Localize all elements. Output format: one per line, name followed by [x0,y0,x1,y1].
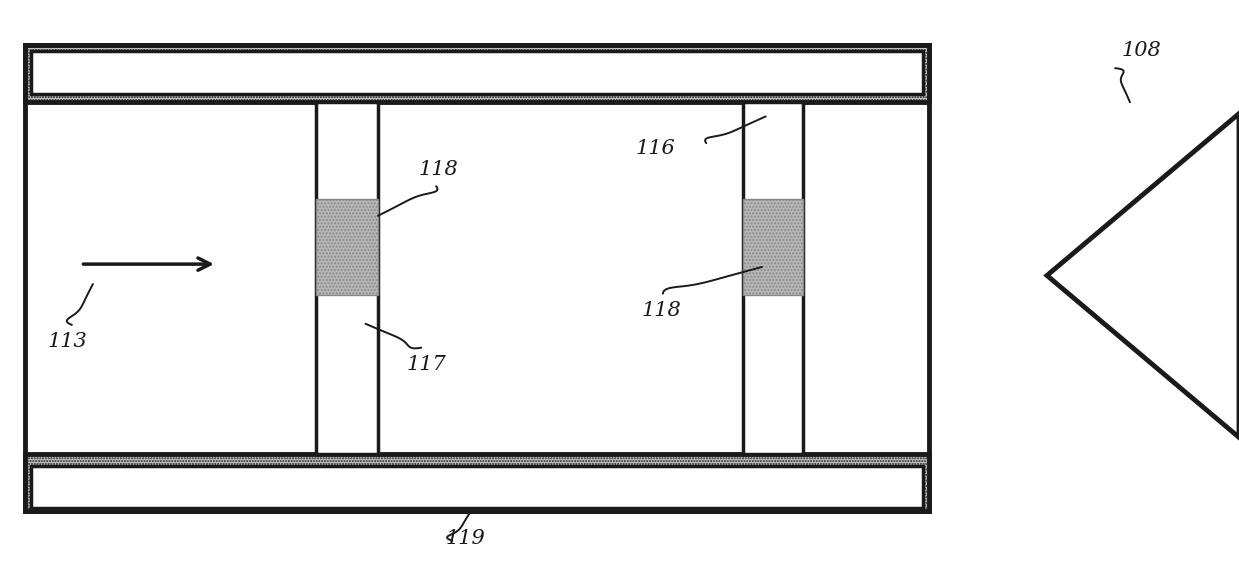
Bar [25,45,929,511]
Text: 116: 116 [636,139,675,158]
Bar [25,45,929,102]
Text: 119: 119 [446,529,486,548]
Text: 118: 118 [642,301,681,320]
Bar [743,102,803,454]
Bar [25,454,929,511]
Bar [743,199,803,295]
Bar [316,102,378,454]
Polygon shape [1047,114,1239,437]
Bar [31,466,923,508]
Bar [31,51,923,94]
Text: 108: 108 [1121,41,1161,60]
Text: 118: 118 [419,160,458,179]
Bar [316,199,378,295]
Text: 117: 117 [406,355,446,374]
Text: 113: 113 [47,332,87,351]
